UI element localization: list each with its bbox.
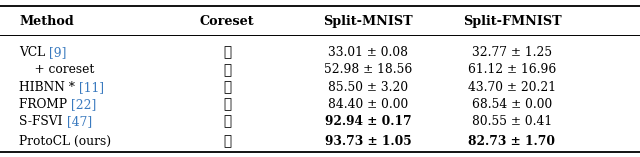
Text: Split-FMNIST: Split-FMNIST <box>463 15 561 28</box>
Text: 43.70 ± 20.21: 43.70 ± 20.21 <box>468 81 556 94</box>
Text: 52.98 ± 18.56: 52.98 ± 18.56 <box>324 63 412 76</box>
Text: [47]: [47] <box>67 115 92 128</box>
Text: ✗: ✗ <box>223 46 231 60</box>
Text: 68.54 ± 0.00: 68.54 ± 0.00 <box>472 98 552 111</box>
Text: + coreset: + coreset <box>19 63 95 76</box>
Text: 92.94 ± 0.17: 92.94 ± 0.17 <box>324 115 412 128</box>
Text: [22]: [22] <box>71 98 97 111</box>
Text: 61.12 ± 16.96: 61.12 ± 16.96 <box>468 63 556 76</box>
Text: 84.40 ± 0.00: 84.40 ± 0.00 <box>328 98 408 111</box>
Text: Split-MNIST: Split-MNIST <box>323 15 413 28</box>
Text: 93.73 ± 1.05: 93.73 ± 1.05 <box>324 135 412 148</box>
Text: ✓: ✓ <box>223 97 231 111</box>
Text: 85.50 ± 3.20: 85.50 ± 3.20 <box>328 81 408 94</box>
Text: HIBNN *: HIBNN * <box>19 81 79 94</box>
Text: 33.01 ± 0.08: 33.01 ± 0.08 <box>328 46 408 59</box>
Text: VCL: VCL <box>19 46 49 59</box>
Text: 82.73 ± 1.70: 82.73 ± 1.70 <box>468 135 556 148</box>
Text: Coreset: Coreset <box>200 15 255 28</box>
Text: ✓: ✓ <box>223 115 231 129</box>
Text: [11]: [11] <box>79 81 104 94</box>
Text: ✓: ✓ <box>223 134 231 148</box>
Text: ✗: ✗ <box>223 80 231 94</box>
Text: FROMP: FROMP <box>19 98 71 111</box>
Text: ✓: ✓ <box>223 63 231 77</box>
Text: 32.77 ± 1.25: 32.77 ± 1.25 <box>472 46 552 59</box>
Text: S-FSVI: S-FSVI <box>19 115 67 128</box>
Text: [9]: [9] <box>49 46 67 59</box>
Text: Method: Method <box>19 15 74 28</box>
Text: 80.55 ± 0.41: 80.55 ± 0.41 <box>472 115 552 128</box>
Text: ProtoCL (ours): ProtoCL (ours) <box>19 135 111 148</box>
